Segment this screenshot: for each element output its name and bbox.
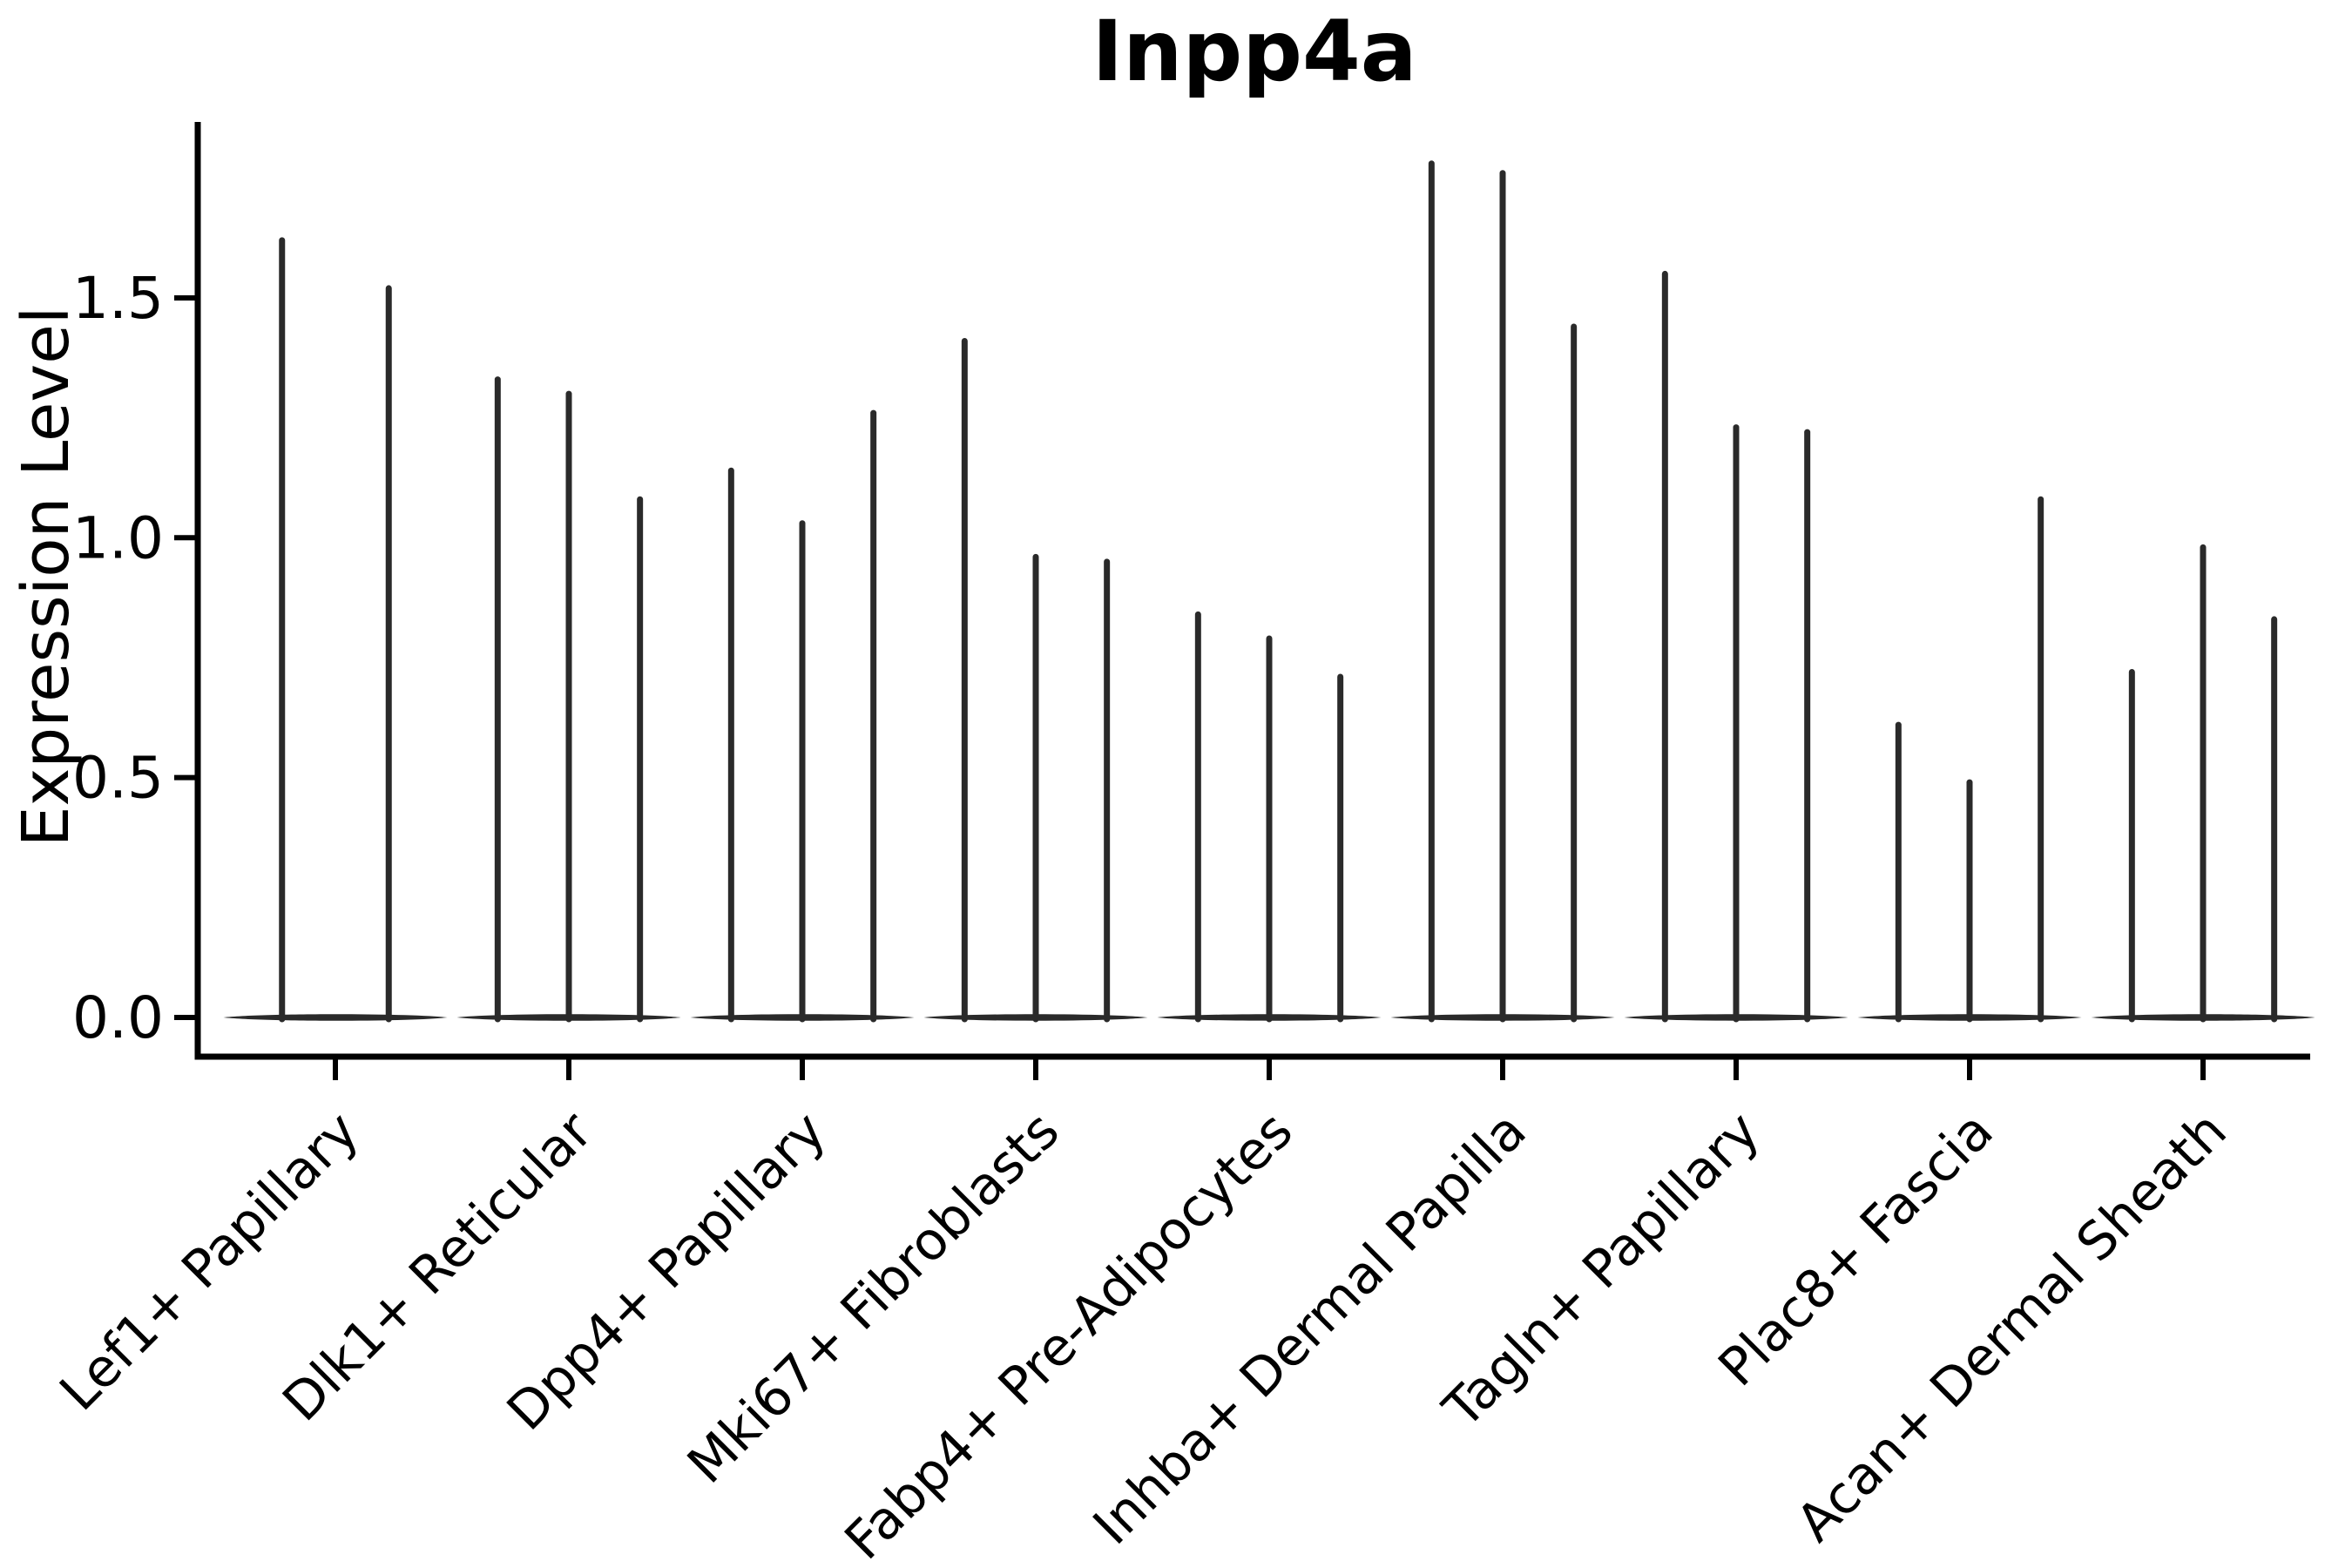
x-axis-label: Fabp4+ Pre-Adipocytes [834,1100,1305,1568]
violin-base [223,1014,448,1021]
y-tick-label: 1.5 [72,265,164,332]
y-axis-label: Expression Level [9,307,84,848]
y-ticks: 0.0 0.5 1.0 1.5 [72,265,198,1051]
y-tick-label: 1.0 [72,504,164,571]
y-tick-label: 0.5 [72,745,164,812]
x-axis-label: Inhba+ Dermal Papilla [1082,1100,1538,1557]
y-tick-label: 0.0 [72,984,164,1051]
chart-title: Inpp4a [1092,3,1416,100]
violins [223,160,2315,1023]
x-axis-label: Acan+ Dermal Sheath [1785,1100,2239,1554]
